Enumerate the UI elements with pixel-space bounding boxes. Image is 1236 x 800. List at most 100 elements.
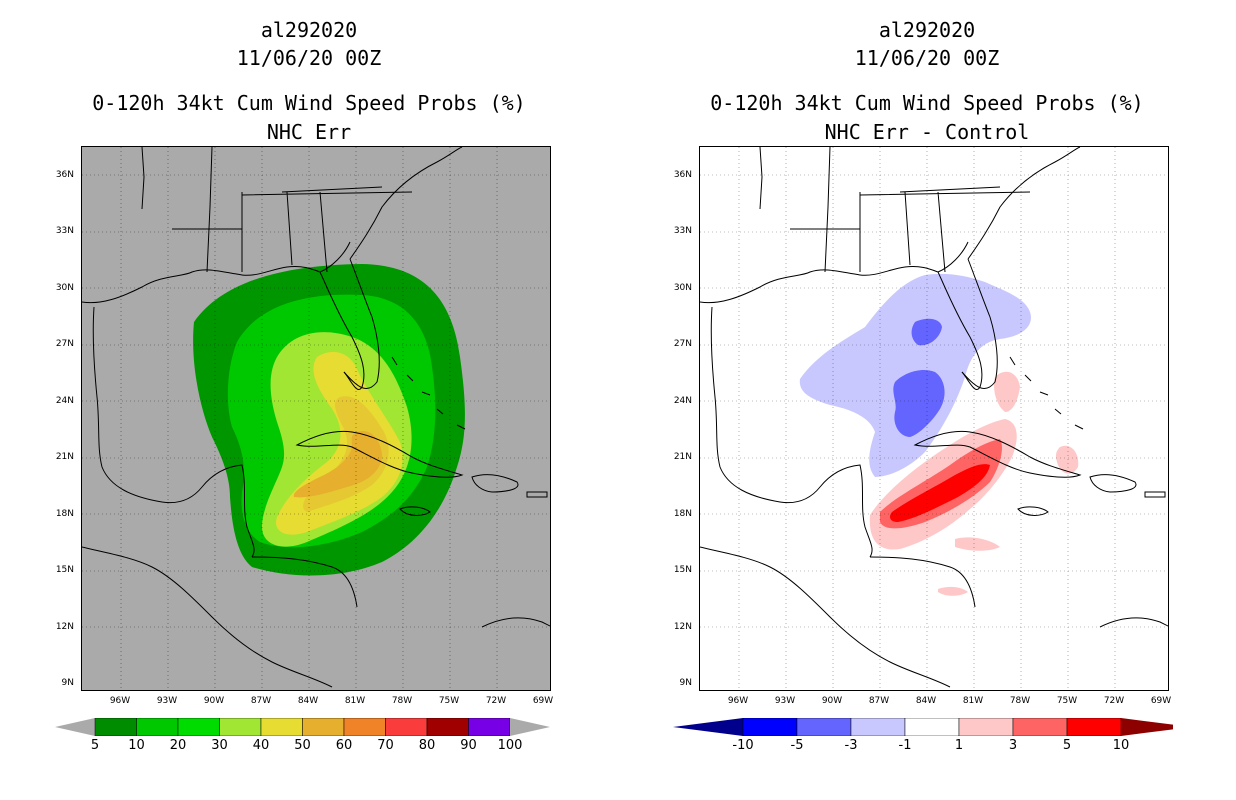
diff-plus1-jamaica [955, 537, 1000, 551]
right-colorbar-box [1066, 718, 1122, 736]
right-colorbar-label: -5 [790, 738, 804, 753]
left-colorbar-box [468, 718, 511, 736]
left-colorbar-box [385, 718, 428, 736]
right-colorbar-box [958, 718, 1014, 736]
right-lat-label: 9N [679, 678, 692, 688]
left-map [81, 146, 551, 691]
left-lat-label: 18N [55, 509, 74, 519]
left-lat-label: 27N [55, 339, 74, 349]
right-colorbar-box [904, 718, 960, 736]
left-product-title: 0-120h 34kt Cum Wind Speed Probs (%) [92, 91, 526, 115]
right-colorbar-box [796, 718, 852, 736]
left-colorbar-box [343, 718, 386, 736]
right-lon-label: 90W [821, 696, 843, 706]
east-coast [967, 147, 1081, 260]
right-lon-label: 72W [1103, 696, 1125, 706]
jamaica [399, 506, 431, 516]
honduras-coast [251, 556, 358, 608]
left-colorbar-label: 100 [497, 738, 523, 753]
diff-plus1-small [938, 586, 968, 596]
right-lat-label: 24N [673, 396, 692, 406]
left-lon-label: 84W [297, 696, 319, 706]
right-lon-label: 78W [1009, 696, 1031, 706]
jamaica [1017, 506, 1049, 516]
left-colorbar-box [219, 718, 262, 736]
diff-plus1-hispaniola [1055, 445, 1079, 474]
right-lat-label: 18N [673, 509, 692, 519]
diff-minus3-contour [893, 370, 945, 437]
right-lon-label: 69W [1150, 696, 1172, 706]
right-diff-contours [799, 273, 1079, 596]
right-colorbar-box [1012, 718, 1068, 736]
right-lon-label: 93W [774, 696, 796, 706]
right-colorbar-label: 10 [1112, 738, 1130, 753]
cuba [295, 430, 464, 478]
left-colorbar-label: 50 [294, 738, 311, 753]
right-product-title: 0-120h 34kt Cum Wind Speed Probs (%) [710, 91, 1144, 115]
right-lon-label: 87W [868, 696, 890, 706]
right-lon-label: 96W [727, 696, 749, 706]
left-lat-label: 15N [55, 565, 74, 575]
bahamas [391, 356, 466, 430]
left-colorbar-box [177, 718, 220, 736]
left-lat-label: 9N [61, 678, 74, 688]
puerto-rico [526, 491, 548, 498]
hispaniola [471, 474, 519, 493]
central-america [82, 546, 333, 688]
honduras-coast [869, 556, 976, 608]
gulf-coast [82, 266, 365, 390]
right-map-svg [700, 147, 1168, 690]
left-colorbar-box [302, 718, 345, 736]
left-colorbar-low-arrow [55, 718, 95, 736]
diff-plus1-east [994, 371, 1020, 412]
left-lon-label: 72W [485, 696, 507, 706]
right-datetime: 11/06/20 00Z [854, 46, 1000, 70]
right-lat-label: 21N [673, 452, 692, 462]
left-colorbar-high-arrow [510, 718, 550, 736]
left-lat-label: 30N [55, 283, 74, 293]
east-coast [349, 147, 463, 260]
left-storm-id: al292020 [260, 18, 358, 42]
right-subtitle: NHC Err - Control [824, 120, 1030, 144]
diff-plus5-contour [890, 464, 990, 522]
right-lat-label: 30N [673, 283, 692, 293]
right-colorbar-label: -3 [844, 738, 858, 753]
left-lon-label: 69W [532, 696, 554, 706]
left-datetime: 11/06/20 00Z [236, 46, 382, 70]
right-lat-label: 27N [673, 339, 692, 349]
left-panel: al292020 11/06/20 00Z 0-120h 34kt Cum Wi… [55, 18, 554, 753]
left-lon-label: 87W [250, 696, 272, 706]
left-colorbar-label: 30 [211, 738, 228, 753]
right-lat-label: 36N [673, 170, 692, 180]
cuba [913, 430, 1082, 478]
right-colorbar-box [742, 718, 798, 736]
right-lat-label: 33N [673, 226, 692, 236]
right-colorbar-label: -1 [898, 738, 912, 753]
left-colorbar-label: 70 [377, 738, 394, 753]
right-colorbar [673, 718, 1173, 736]
mexico-coast [710, 306, 873, 558]
us-states [141, 147, 413, 273]
right-colorbar-label: 5 [1062, 738, 1072, 753]
left-colorbar-label: 5 [90, 738, 100, 753]
left-lon-label: 78W [391, 696, 413, 706]
us-states [759, 147, 1031, 273]
florida-peninsula [937, 241, 998, 390]
left-colorbar-label: 10 [128, 738, 145, 753]
left-lon-label: 81W [344, 696, 366, 706]
left-lat-label: 21N [55, 452, 74, 462]
right-lon-label: 81W [962, 696, 984, 706]
left-lat-label: 36N [55, 170, 74, 180]
left-colorbar-label: 20 [169, 738, 187, 753]
left-colorbar-label: 40 [252, 738, 270, 753]
right-lon-label: 84W [915, 696, 937, 706]
right-colorbar-high-arrow [1121, 718, 1173, 736]
left-lon-label: 75W [438, 696, 460, 706]
prob-50-contour [293, 431, 382, 498]
south-america [481, 617, 550, 628]
left-lon-label: 96W [109, 696, 131, 706]
right-colorbar-box [850, 718, 906, 736]
left-lat-label: 24N [55, 396, 74, 406]
left-colorbar-label: 80 [418, 738, 436, 753]
diff-minus3-florida [911, 318, 942, 346]
